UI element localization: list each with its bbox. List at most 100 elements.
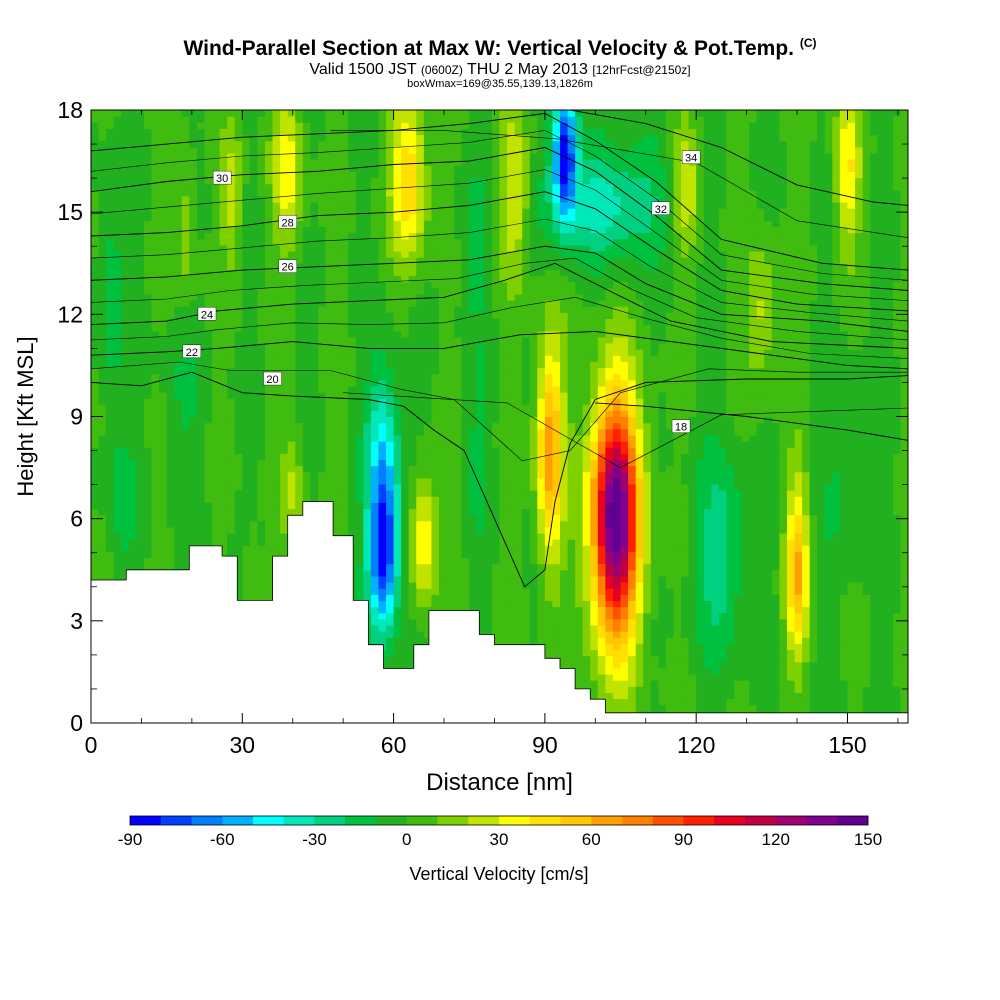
heatmap-cell: [454, 263, 463, 270]
heatmap-cell: [272, 459, 281, 467]
heatmap-cell: [431, 453, 440, 461]
heatmap-cell: [363, 152, 372, 160]
heatmap-cell: [181, 532, 190, 540]
heatmap-cell: [416, 122, 425, 129]
heatmap-cell: [136, 349, 145, 356]
heatmap-cell: [438, 575, 448, 583]
heatmap-cell: [378, 195, 387, 203]
heatmap-cell: [454, 300, 463, 307]
heatmap-cell: [166, 367, 175, 375]
heatmap-cell: [143, 287, 153, 295]
heatmap-cell: [378, 563, 387, 571]
heatmap-cell: [438, 416, 448, 424]
heatmap-cell: [242, 514, 251, 522]
heatmap-cell: [363, 453, 372, 461]
heatmap-cell: [106, 110, 115, 117]
heatmap-cell: [280, 318, 289, 326]
heatmap-cell: [423, 152, 433, 160]
heatmap-cell: [280, 201, 289, 209]
heatmap-cell: [106, 391, 115, 399]
heatmap-cell: [340, 379, 349, 387]
heatmap-cell: [113, 306, 122, 313]
heatmap-cell: [333, 361, 342, 369]
heatmap-cell: [416, 465, 425, 473]
heatmap-cell: [106, 465, 115, 473]
heatmap-cell: [393, 324, 402, 332]
heatmap-cell: [431, 208, 440, 215]
heatmap-cell: [370, 422, 380, 430]
heatmap-cell: [128, 336, 137, 344]
heatmap-cell: [128, 232, 137, 240]
heatmap-cell: [340, 483, 349, 491]
heatmap-cell: [378, 557, 387, 565]
heatmap-cell: [249, 122, 259, 129]
heatmap-cell: [333, 496, 342, 503]
heatmap-cell: [242, 146, 251, 154]
heatmap-cell: [287, 171, 296, 179]
heatmap-cell: [136, 385, 145, 393]
heatmap-cell: [204, 293, 213, 301]
heatmap-cell: [159, 152, 168, 160]
heatmap-cell: [151, 434, 160, 442]
heatmap-cell: [370, 226, 380, 234]
heatmap-cell: [98, 514, 107, 522]
heatmap-cell: [423, 379, 433, 387]
heatmap-cell: [363, 422, 372, 430]
heatmap-cell: [166, 244, 175, 252]
heatmap-cell: [159, 226, 168, 234]
heatmap-cell: [212, 159, 221, 166]
heatmap-cell: [212, 434, 221, 442]
heatmap-cell: [151, 244, 160, 252]
heatmap-cell: [295, 404, 304, 411]
heatmap-cell: [431, 441, 440, 448]
heatmap-cell: [416, 539, 425, 546]
heatmap-cell: [106, 349, 115, 356]
heatmap-cell: [317, 110, 327, 117]
heatmap-cell: [181, 434, 190, 442]
heatmap-cell: [196, 281, 206, 289]
heatmap-cell: [431, 563, 440, 571]
heatmap-cell: [280, 122, 289, 129]
heatmap-cell: [242, 152, 251, 160]
heatmap-cell: [408, 177, 417, 185]
heatmap-cell: [143, 398, 153, 405]
forecast-info: [12hrFcst@2150z]: [592, 63, 691, 77]
heatmap-cell: [166, 312, 175, 320]
heatmap-cell: [438, 116, 448, 123]
heatmap-cell: [264, 477, 274, 485]
heatmap-cell: [181, 195, 190, 203]
heatmap-cell: [113, 201, 122, 209]
heatmap-cell: [348, 496, 357, 503]
heatmap-cell: [333, 226, 342, 234]
heatmap-cell: [98, 244, 107, 252]
heatmap-cell: [317, 336, 327, 344]
heatmap-cell: [212, 116, 221, 123]
heatmap-cell: [128, 453, 137, 461]
heatmap-cell: [136, 520, 145, 528]
heatmap-cell: [370, 361, 380, 369]
heatmap-cell: [106, 355, 115, 362]
heatmap-cell: [98, 490, 107, 497]
heatmap-cell: [204, 441, 213, 448]
heatmap-cell: [272, 293, 281, 301]
heatmap-cell: [227, 324, 236, 332]
heatmap-cell: [136, 226, 145, 234]
heatmap-cell: [166, 281, 175, 289]
heatmap-cell: [151, 177, 160, 185]
heatmap-cell: [423, 594, 433, 601]
heatmap-cell: [431, 606, 440, 614]
heatmap-cell: [370, 477, 380, 485]
heatmap-cell: [113, 496, 122, 503]
heatmap-cell: [204, 404, 213, 411]
heatmap-cell: [408, 134, 417, 142]
heatmap-cell: [310, 306, 319, 313]
heatmap-cell: [446, 563, 455, 571]
heatmap-cell: [174, 183, 183, 191]
heatmap-cell: [128, 171, 137, 179]
heatmap-cell: [386, 483, 395, 491]
heatmap-cell: [249, 422, 259, 430]
heatmap-cell: [212, 300, 221, 307]
heatmap-cell: [249, 373, 259, 381]
heatmap-cell: [143, 177, 153, 185]
heatmap-cell: [438, 275, 448, 283]
